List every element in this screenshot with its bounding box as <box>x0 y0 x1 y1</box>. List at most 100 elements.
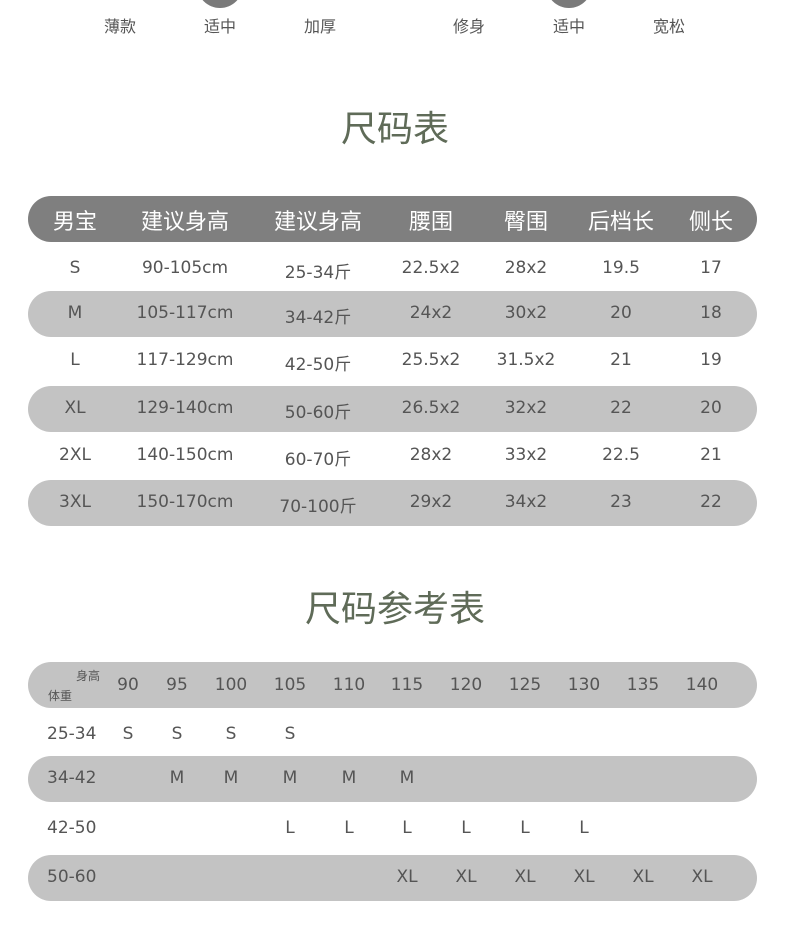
table-cell: XL <box>396 867 418 887</box>
table-cell: XL <box>514 867 536 887</box>
height-header: 120 <box>449 675 483 695</box>
table-cell: 2XL <box>59 445 91 465</box>
table-cell: 24x2 <box>409 303 453 323</box>
reference-header: 身高 体重 90 95 100 105 110 115 120 125 130 135 140 <box>28 662 757 708</box>
table-cell: 129-140cm <box>136 398 234 418</box>
row-background <box>28 756 757 802</box>
size-table-title: 尺码表 <box>340 109 449 150</box>
table-cell: 20 <box>700 398 722 418</box>
height-header: 90 <box>117 675 139 695</box>
weight-label: 25-34 <box>47 724 97 744</box>
table-cell: M <box>399 768 415 788</box>
table-cell: 22 <box>610 398 632 418</box>
size-table-header: 男宝 建议身高 建议身高 腰围 臀围 后档长 侧长 <box>28 196 757 242</box>
table-cell: XL <box>573 867 595 887</box>
table-cell: 50-60斤 <box>284 403 352 423</box>
height-header: 125 <box>508 675 542 695</box>
table-cell: 90-105cm <box>141 258 229 278</box>
table-cell: 30x2 <box>504 303 548 323</box>
table-cell: L <box>520 818 530 838</box>
table-cell: 31.5x2 <box>496 350 556 370</box>
row-background <box>28 855 757 901</box>
table-cell: 29x2 <box>409 492 453 512</box>
table-cell: 33x2 <box>504 445 548 465</box>
table-cell: 23 <box>610 492 632 512</box>
table-row: S 90-105cm 25-34斤 22.5x2 28x2 19.5 17 <box>0 246 790 292</box>
table-cell: 20 <box>610 303 632 323</box>
table-row: M 105-117cm 34-42斤 24x2 30x2 20 18 <box>0 291 790 337</box>
table-cell: 22 <box>700 492 722 512</box>
height-header: 100 <box>214 675 248 695</box>
table-row: XL 129-140cm 50-60斤 26.5x2 32x2 22 20 <box>0 386 790 432</box>
table-cell: L <box>461 818 471 838</box>
table-cell: XL <box>691 867 713 887</box>
table-cell: 22.5 <box>602 445 640 465</box>
table-cell: M <box>67 303 83 323</box>
column-header: 臀围 <box>503 210 549 235</box>
corner-height-label: 身高 <box>76 669 101 683</box>
weight-label: 34-42 <box>47 768 97 788</box>
table-cell: 17 <box>700 258 722 278</box>
table-cell: S <box>284 724 296 744</box>
thickness-selected-marker <box>197 0 243 8</box>
height-header: 130 <box>567 675 601 695</box>
fit-label: 加厚 <box>303 17 337 36</box>
fit-label: 薄款 <box>103 17 137 36</box>
height-header: 115 <box>390 675 424 695</box>
table-cell: 21 <box>700 445 722 465</box>
weight-label: 42-50 <box>47 818 97 838</box>
height-header: 140 <box>685 675 719 695</box>
table-cell: M <box>169 768 185 788</box>
fit-label: 适中 <box>203 17 237 36</box>
table-cell: 150-170cm <box>136 492 234 512</box>
cut-selected-marker <box>546 0 592 8</box>
fit-label: 宽松 <box>652 17 686 36</box>
height-header: 105 <box>273 675 307 695</box>
table-cell: 18 <box>700 303 722 323</box>
table-cell: S <box>171 724 183 744</box>
table-row: 3XL 150-170cm 70-100斤 29x2 34x2 23 22 <box>0 480 790 526</box>
height-header: 135 <box>626 675 660 695</box>
table-cell: 3XL <box>59 492 91 512</box>
height-header: 110 <box>332 675 366 695</box>
column-header: 男宝 <box>52 210 98 235</box>
table-cell: 34x2 <box>504 492 548 512</box>
table-cell: 28x2 <box>409 445 453 465</box>
table-row: 25-34 S S S S <box>0 712 790 758</box>
table-row: 50-60 XL XL XL XL XL XL <box>0 855 790 901</box>
table-cell: S <box>69 258 81 278</box>
table-cell: M <box>223 768 239 788</box>
table-cell: XL <box>632 867 654 887</box>
table-cell: XL <box>455 867 477 887</box>
weight-label: 50-60 <box>47 867 97 887</box>
table-cell: 19.5 <box>602 258 640 278</box>
table-cell: XL <box>64 398 86 418</box>
table-cell: 117-129cm <box>136 350 234 370</box>
table-cell: 21 <box>610 350 632 370</box>
column-header: 腰围 <box>408 210 454 235</box>
table-cell: 22.5x2 <box>401 258 461 278</box>
table-cell: S <box>122 724 134 744</box>
fit-label: 修身 <box>452 17 486 36</box>
table-cell: 105-117cm <box>136 303 234 323</box>
row-background <box>28 386 757 432</box>
table-cell: 25.5x2 <box>401 350 461 370</box>
table-row: 42-50 L L L L L L <box>0 806 790 852</box>
height-header: 95 <box>166 675 188 695</box>
row-background <box>28 480 757 526</box>
reference-table-title: 尺码参考表 <box>304 589 485 630</box>
table-row: 34-42 M M M M M <box>0 756 790 802</box>
table-cell: 19 <box>700 350 722 370</box>
corner-weight-label: 体重 <box>48 689 73 703</box>
row-background <box>28 291 757 337</box>
table-cell: L <box>70 350 80 370</box>
column-header: 后档长 <box>587 210 655 235</box>
table-cell: 140-150cm <box>136 445 234 465</box>
column-header: 建议身高 <box>140 210 230 235</box>
table-cell: 70-100斤 <box>279 497 357 517</box>
table-cell: S <box>225 724 237 744</box>
table-cell: L <box>402 818 412 838</box>
table-cell: M <box>341 768 357 788</box>
table-cell: 25-34斤 <box>284 263 352 283</box>
table-cell: L <box>344 818 354 838</box>
